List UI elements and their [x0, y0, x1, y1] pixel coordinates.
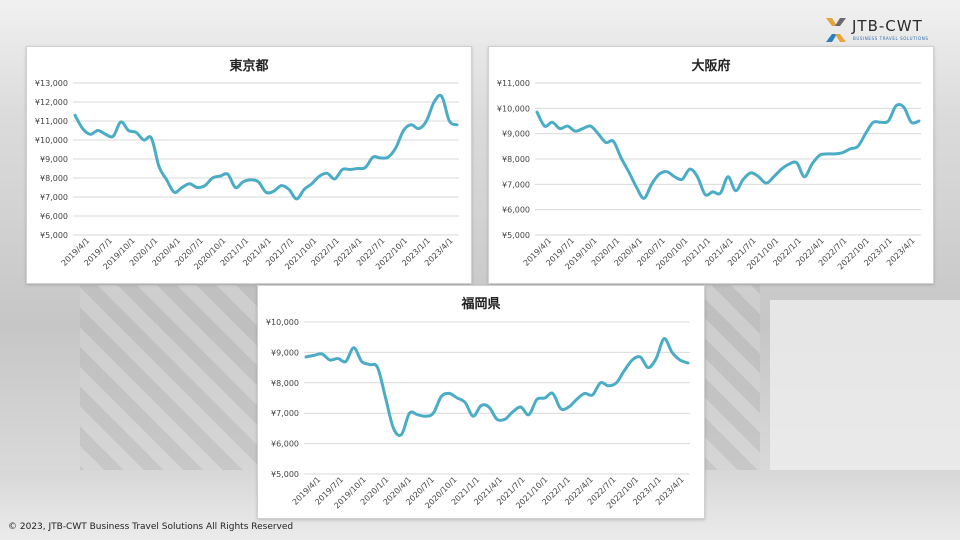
series-line [73, 93, 459, 201]
y-tick-label: ¥10,000 [497, 104, 530, 113]
y-tick-label: ¥10,000 [35, 136, 68, 145]
logo-tagline: BUSINESS TRAVEL SOLUTIONS [853, 36, 929, 41]
y-tick-label: ¥7,000 [40, 193, 68, 202]
y-tick-label: ¥7,000 [271, 409, 299, 418]
y-tick-label: ¥6,000 [40, 212, 68, 221]
y-tick-label: ¥6,000 [502, 206, 530, 215]
y-tick-label: ¥10,000 [266, 318, 299, 327]
company-logo: JTB-CWT BUSINESS TRAVEL SOLUTIONS [824, 16, 944, 44]
chart-panel-tokyo: 東京都 ¥5,000 ¥6,000 ¥7,000 ¥8,000 ¥9,000 ¥10,00… [26, 46, 472, 284]
y-tick-label: ¥13,000 [35, 79, 68, 88]
line-chart-tokyo: ¥5,000 ¥6,000 ¥7,000 ¥8,000 ¥9,000 ¥10,000 ¥11… [35, 79, 459, 271]
y-tick-label: ¥9,000 [271, 348, 299, 357]
chart-panel-fukuoka: 福岡県 ¥5,000 ¥6,000 ¥7,000 ¥8,000 ¥9,000 ¥10,00… [257, 285, 705, 519]
y-tick-label: ¥5,000 [271, 470, 299, 479]
y-tick-label: ¥8,000 [271, 379, 299, 388]
series-line [304, 337, 690, 437]
y-tick-label: ¥11,000 [497, 79, 530, 88]
y-tick-label: ¥8,000 [502, 155, 530, 164]
line-chart-fukuoka: ¥5,000¥6,000¥7,000¥8,000¥9,000¥10,000201… [266, 318, 690, 510]
y-tick-label: ¥12,000 [35, 98, 68, 107]
logo-mark-icon [826, 18, 846, 42]
y-tick-label: ¥9,000 [502, 130, 530, 139]
line-chart-osaka: ¥5,000 ¥6,000 ¥7,000 ¥8,000 ¥9,000 ¥10,000 ¥11… [497, 79, 921, 271]
y-tick-label: ¥11,000 [35, 117, 68, 126]
chart-panel-osaka: 大阪府 ¥5,000 ¥6,000 ¥7,000 ¥8,000 ¥9,000 ¥10,00… [488, 46, 934, 284]
series-line [535, 102, 921, 200]
y-tick-label: ¥7,000 [502, 180, 530, 189]
chart-title: 東京都 [229, 59, 269, 74]
copyright-footer: © 2023, JTB-CWT Business Travel Solution… [8, 522, 294, 532]
y-tick-label: ¥5,000 [40, 231, 68, 240]
y-tick-label: ¥8,000 [40, 174, 68, 183]
y-tick-label: ¥6,000 [271, 440, 299, 449]
chart-title: 大阪府 [691, 59, 731, 74]
chart-title: 福岡県 [461, 297, 501, 312]
y-tick-label: ¥5,000 [502, 231, 530, 240]
y-tick-label: ¥9,000 [40, 155, 68, 164]
background-window [770, 300, 960, 470]
logo-wordmark: JTB-CWT [852, 17, 923, 35]
